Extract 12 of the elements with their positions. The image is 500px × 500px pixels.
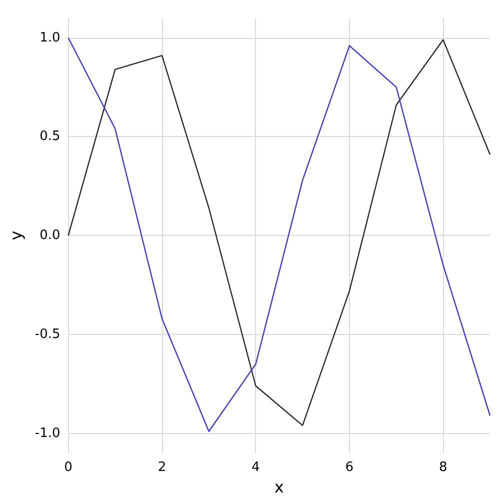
x-axis-title: x (274, 478, 284, 496)
y-tick-label: -1.0 (34, 426, 60, 441)
x-tick-label: 4 (252, 460, 260, 476)
y-tick-label: 0.0 (40, 228, 60, 244)
y-tick-label: -0.5 (34, 326, 60, 342)
x-tick-label: 6 (345, 460, 354, 476)
x-tick-label: 2 (158, 460, 166, 476)
x-tick-label: 8 (439, 460, 448, 476)
x-tick-label: 0 (64, 460, 72, 476)
y-tick-label: 0.5 (40, 129, 60, 144)
y-tick-label: 1.0 (40, 30, 60, 46)
y-axis-title: y (6, 230, 26, 240)
